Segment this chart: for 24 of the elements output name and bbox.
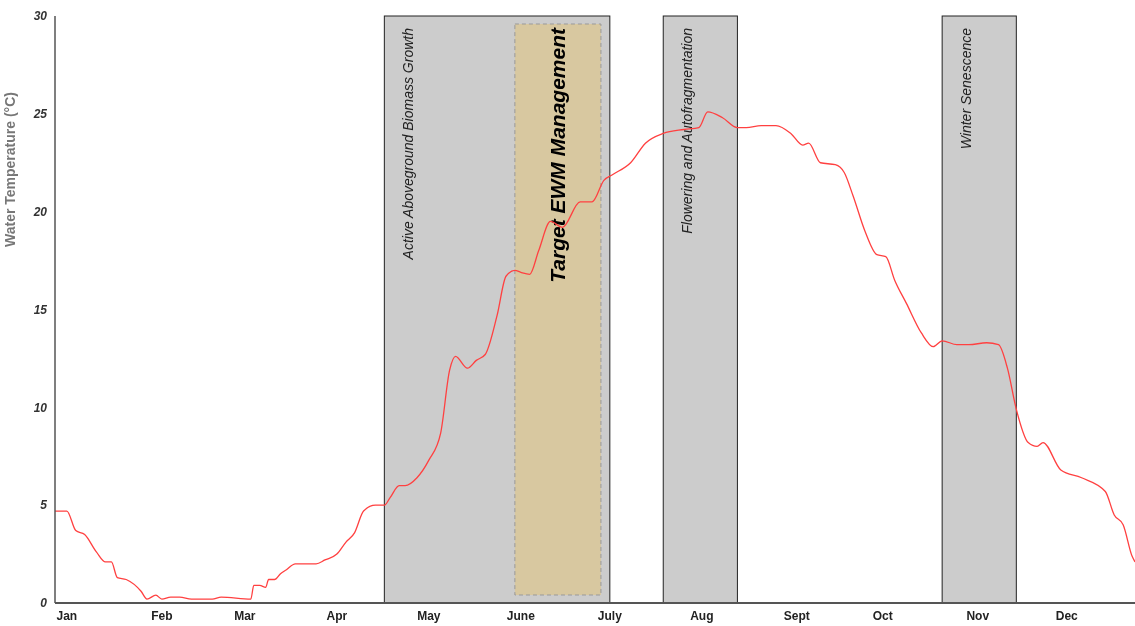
x-tick-label: June [506, 608, 536, 623]
y-axis-title: Water Temperature (°C) [1, 92, 18, 247]
x-tick-label: Dec [1055, 608, 1079, 623]
x-tick-label: Mar [234, 608, 256, 623]
y-tick-label: 30 [33, 9, 48, 24]
band-label: Target EWM Management [546, 27, 570, 283]
y-tick-label: 25 [32, 107, 48, 122]
x-tick-label: July [597, 608, 623, 623]
x-tick-label: Oct [872, 608, 893, 623]
x-tick-label: Apr [326, 608, 348, 623]
x-tick-label: May [417, 608, 441, 623]
y-tick-label: 10 [33, 400, 48, 415]
x-tick-label: Jan [56, 608, 78, 623]
y-tick-label: 15 [33, 302, 48, 317]
x-tick-label: Aug [690, 608, 714, 623]
y-tick-label: 20 [32, 204, 48, 219]
band-label: Flowering and Autofragmentation [679, 27, 696, 234]
band-label: Active Aboveground Biomass Growth [400, 27, 417, 261]
x-tick-label: Feb [151, 608, 173, 623]
y-tick-label: 5 [40, 498, 48, 513]
band-label: Winter Senescence [958, 27, 975, 150]
x-tick-label: Sept [783, 608, 810, 623]
x-tick-label: Nov [966, 608, 990, 623]
y-tick-label: 0 [40, 596, 48, 611]
